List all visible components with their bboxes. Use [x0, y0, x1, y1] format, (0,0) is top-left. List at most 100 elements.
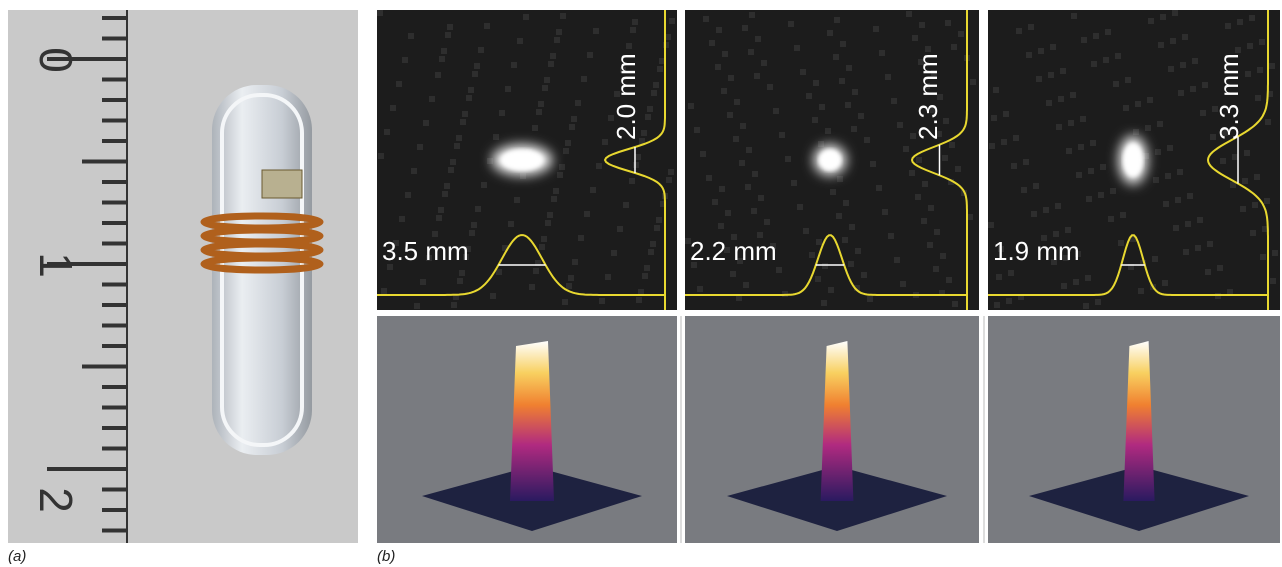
noise-pixel: [921, 218, 927, 224]
noise-pixel: [632, 19, 638, 25]
noise-pixel: [958, 31, 964, 37]
noise-pixel: [466, 95, 472, 101]
noise-pixel: [396, 81, 402, 87]
noise-pixel: [1023, 159, 1029, 165]
noise-pixel: [447, 24, 453, 30]
noise-pixel: [715, 64, 721, 70]
noise-pixel: [533, 268, 539, 274]
noise-pixel: [722, 51, 728, 57]
noise-pixel: [754, 73, 760, 79]
noise-pixel: [1249, 15, 1255, 21]
noise-pixel: [951, 44, 957, 50]
noise-pixel: [706, 175, 712, 181]
noise-pixel: [1242, 178, 1248, 184]
noise-pixel: [1255, 95, 1261, 101]
noise-pixel: [909, 170, 915, 176]
noise-pixel: [779, 132, 785, 138]
noise-pixel: [439, 56, 445, 62]
noise-pixel: [934, 229, 940, 235]
noise-pixel: [773, 108, 779, 114]
noise-pixel: [402, 57, 408, 63]
noise-pixel: [1055, 203, 1061, 209]
noise-pixel: [1163, 201, 1169, 207]
noise-pixel: [539, 244, 545, 250]
noise-pixel: [445, 32, 451, 38]
noise-pixel: [755, 36, 761, 42]
noise-pixel: [785, 156, 791, 162]
noise-pixel: [897, 122, 903, 128]
noise-pixel: [641, 130, 647, 136]
noise-pixel: [1265, 119, 1271, 125]
noise-pixel: [1152, 256, 1158, 262]
noise-pixel: [858, 113, 864, 119]
noise-pixel: [1003, 111, 1009, 117]
noise-pixel: [493, 134, 499, 140]
noise-pixel: [839, 78, 845, 84]
noise-pixel: [1105, 29, 1111, 35]
noise-pixel: [459, 270, 465, 276]
noise-pixel: [848, 261, 854, 267]
noise-pixel: [474, 63, 480, 69]
noise-pixel: [1118, 240, 1124, 246]
noise-pixel: [499, 110, 505, 116]
panel-label: (a): [8, 548, 26, 565]
noise-pixel: [767, 84, 773, 90]
noise-pixel: [873, 26, 879, 32]
noise-pixel: [657, 66, 663, 72]
noise-pixel: [1259, 39, 1265, 45]
noise-pixel: [1172, 10, 1178, 16]
noise-pixel: [996, 274, 1002, 280]
noise-pixel: [1254, 174, 1260, 180]
noise-pixel: [843, 200, 849, 206]
noise-pixel: [1093, 33, 1099, 39]
noise-pixel: [849, 224, 855, 230]
noise-pixel: [761, 60, 767, 66]
noise-pixel: [408, 33, 414, 39]
noise-pixel: [1168, 66, 1174, 72]
noise-pixel: [712, 199, 718, 205]
noise-pixel: [1183, 249, 1189, 255]
noise-pixel: [813, 80, 819, 86]
noise-pixel: [703, 16, 709, 22]
noise-pixel: [581, 76, 587, 82]
noise-pixel: [450, 159, 456, 165]
noise-pixel: [1245, 71, 1251, 77]
noise-pixel: [544, 77, 550, 83]
noise-pixel: [478, 47, 484, 53]
noise-pixel: [617, 226, 623, 232]
noise-pixel: [1028, 24, 1034, 30]
noise-pixel: [749, 12, 755, 18]
noise-pixel: [1091, 61, 1097, 67]
noise-pixel: [1269, 63, 1275, 69]
capacitor: [262, 170, 302, 198]
noise-pixel: [833, 54, 839, 60]
noise-pixel: [514, 197, 520, 203]
noise-pixel: [1178, 90, 1184, 96]
noise-pixel: [840, 41, 846, 47]
noise-pixel: [1157, 121, 1163, 127]
image-panel: 2.2 mm2.3 mm: [685, 10, 979, 543]
vertical-width-label: 2.0 mm: [611, 53, 641, 140]
noise-pixel: [381, 288, 387, 294]
figure: 0 1 2 (a) (b) 3.5 mm2.0 mm2.2 mm2.3 mm1.…: [0, 0, 1282, 567]
noise-pixel: [653, 82, 659, 88]
noise-pixel: [1038, 48, 1044, 54]
noise-pixel: [1011, 163, 1017, 169]
noise-pixel: [378, 153, 384, 159]
noise-pixel: [654, 225, 660, 231]
noise-pixel: [764, 219, 770, 225]
noise-pixel: [888, 233, 894, 239]
noise-pixel: [752, 171, 758, 177]
noise-pixel: [626, 43, 632, 49]
noise-pixel: [650, 241, 656, 247]
noise-pixel: [809, 252, 815, 258]
noise-pixel: [751, 208, 757, 214]
noise-pixel: [788, 21, 794, 27]
noise-pixel: [1065, 227, 1071, 233]
noise-pixel: [565, 140, 571, 146]
noise-pixel: [925, 46, 931, 52]
noise-pixel: [830, 189, 836, 195]
noise-pixel: [1270, 278, 1276, 284]
noise-pixel: [471, 222, 477, 228]
noise-pixel: [879, 50, 885, 56]
